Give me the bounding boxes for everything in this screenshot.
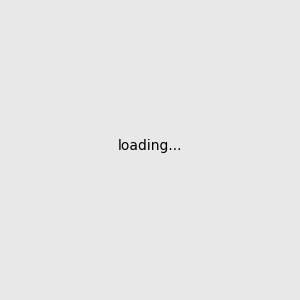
Text: loading...: loading... bbox=[118, 139, 182, 153]
